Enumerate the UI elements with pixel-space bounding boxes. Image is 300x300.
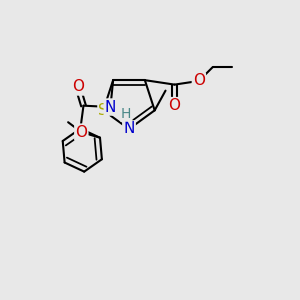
Text: N: N [105, 100, 116, 115]
Text: O: O [193, 74, 205, 88]
Text: O: O [72, 80, 84, 94]
Text: O: O [169, 98, 181, 113]
Text: O: O [75, 124, 87, 140]
Text: S: S [98, 103, 108, 118]
Text: H: H [121, 106, 131, 121]
Text: N: N [123, 122, 135, 136]
